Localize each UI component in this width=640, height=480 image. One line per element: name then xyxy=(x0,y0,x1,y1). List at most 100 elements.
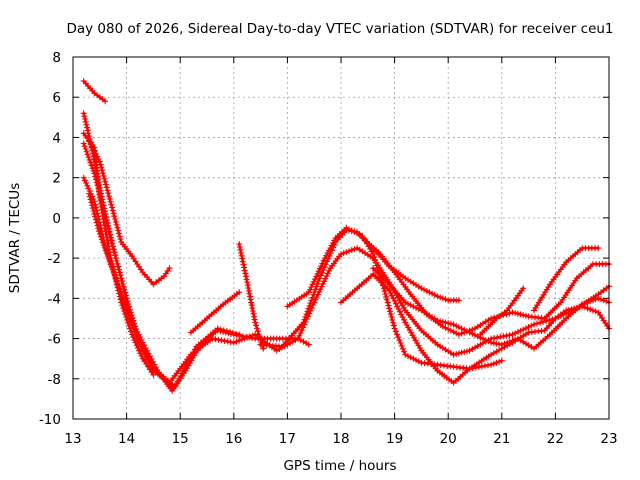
data-point xyxy=(501,340,508,347)
data-point xyxy=(106,249,113,256)
y-tick-label: 4 xyxy=(52,130,61,146)
data-point xyxy=(304,308,311,315)
data-point xyxy=(384,299,391,306)
data-point xyxy=(434,317,441,324)
y-tick-label: -4 xyxy=(48,291,61,307)
data-point xyxy=(218,337,225,344)
data-point xyxy=(401,316,407,323)
data-point xyxy=(522,325,529,332)
data-point xyxy=(407,302,414,308)
data-point xyxy=(295,335,302,342)
data-point xyxy=(546,317,553,324)
data-point xyxy=(150,371,157,378)
data-point xyxy=(351,246,358,253)
data-point xyxy=(145,357,151,363)
data-point xyxy=(520,326,527,333)
data-point xyxy=(450,328,457,335)
data-point xyxy=(306,302,313,309)
data-point xyxy=(187,354,194,361)
data-point xyxy=(509,337,516,344)
data-point xyxy=(254,328,261,335)
data-point xyxy=(151,361,158,368)
data-point xyxy=(325,255,332,262)
data-point xyxy=(114,284,121,291)
data-point xyxy=(233,330,240,337)
data-point xyxy=(112,275,119,282)
data-point xyxy=(241,335,248,342)
data-point xyxy=(488,315,495,322)
data-point xyxy=(461,326,468,333)
data-point xyxy=(133,342,140,349)
data-point xyxy=(89,202,96,209)
data-point xyxy=(115,266,122,273)
data-point xyxy=(129,318,135,325)
x-tick-label: 17 xyxy=(279,431,296,447)
data-point xyxy=(94,222,101,229)
data-point xyxy=(230,329,236,336)
data-point xyxy=(305,289,312,296)
data-point xyxy=(431,292,438,298)
y-axis-title: SDTVAR / TECUs xyxy=(7,183,23,293)
data-point xyxy=(249,308,256,314)
x-tick-label: 21 xyxy=(493,431,510,447)
data-point xyxy=(382,291,389,297)
series-line xyxy=(87,192,241,389)
data-point xyxy=(138,343,145,350)
data-point xyxy=(322,275,329,282)
data-point xyxy=(102,178,109,185)
y-tick-label: -2 xyxy=(48,251,61,267)
data-point xyxy=(238,249,244,256)
data-point xyxy=(398,311,405,318)
data-point xyxy=(445,326,452,333)
data-point xyxy=(447,327,454,334)
data-point xyxy=(252,319,259,326)
data-point xyxy=(130,334,137,341)
data-point xyxy=(236,289,243,296)
data-point xyxy=(84,124,91,131)
data-point xyxy=(589,297,596,304)
x-tick-label: 23 xyxy=(600,431,617,447)
data-point xyxy=(101,221,108,228)
data-point xyxy=(139,339,146,346)
data-point xyxy=(227,339,234,345)
data-point xyxy=(466,329,473,336)
data-point xyxy=(309,294,316,301)
data-point xyxy=(99,239,106,246)
data-point xyxy=(88,199,95,206)
data-point xyxy=(146,359,153,366)
y-tick-label: 0 xyxy=(52,211,61,227)
data-point xyxy=(133,326,139,333)
data-point xyxy=(102,98,109,105)
grid xyxy=(73,57,609,419)
data-point xyxy=(387,311,394,318)
data-point xyxy=(437,294,444,301)
data-point xyxy=(237,246,244,253)
data-point xyxy=(106,193,112,200)
data-point xyxy=(134,344,141,351)
series-markers xyxy=(187,289,243,336)
data-point xyxy=(434,293,441,300)
series-markers xyxy=(86,190,243,390)
data-point xyxy=(108,258,115,265)
data-point xyxy=(418,285,425,292)
data-point xyxy=(183,362,190,369)
data-point xyxy=(102,181,109,188)
data-point xyxy=(584,299,591,306)
data-point xyxy=(82,116,89,122)
data-point xyxy=(469,330,476,337)
data-point xyxy=(81,113,88,120)
data-point xyxy=(308,284,315,290)
series-track-10 xyxy=(257,227,462,350)
data-point xyxy=(478,363,485,370)
data-point xyxy=(394,331,400,338)
data-point xyxy=(180,367,187,374)
data-point xyxy=(581,300,588,307)
data-point xyxy=(99,170,106,177)
data-point xyxy=(87,196,94,203)
data-point xyxy=(401,348,408,355)
data-point xyxy=(298,327,305,334)
data-point xyxy=(480,335,486,342)
data-point xyxy=(97,161,104,168)
data-point xyxy=(99,167,106,174)
